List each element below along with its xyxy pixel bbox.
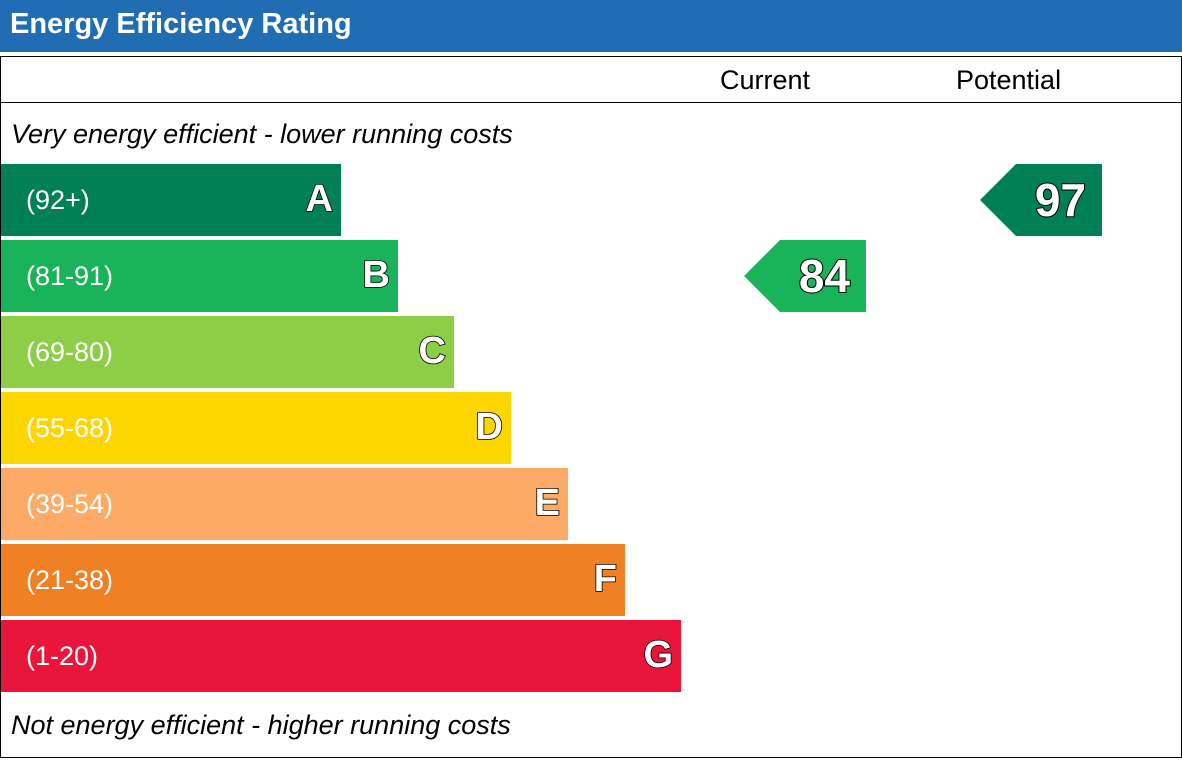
band-c: (69-80) C bbox=[1, 316, 454, 388]
band-letter: G bbox=[643, 633, 674, 677]
top-caption: Very energy efficient - lower running co… bbox=[11, 119, 513, 149]
band-g: (1-20) G bbox=[1, 620, 681, 692]
band-letter: B bbox=[362, 253, 391, 297]
current-column-header: Current bbox=[720, 65, 811, 95]
chart-title: Energy Efficiency Rating bbox=[10, 8, 352, 40]
bottom-caption: Not energy efficient - higher running co… bbox=[11, 710, 511, 740]
band-range-label: (81-91) bbox=[26, 261, 114, 291]
band-range-label: (21-38) bbox=[26, 565, 114, 595]
band-range-label: (1-20) bbox=[26, 641, 99, 671]
band-letter: F bbox=[593, 557, 618, 601]
band-a: (92+) A bbox=[1, 164, 341, 236]
band-e: (39-54) E bbox=[1, 468, 568, 540]
band-d: (55-68) D bbox=[1, 392, 511, 464]
band-letter: C bbox=[418, 329, 447, 373]
potential-column-header: Potential bbox=[956, 65, 1062, 95]
column-header-row: Current Potential bbox=[1, 57, 1181, 103]
band-range-label: (92+) bbox=[26, 185, 90, 215]
band-letter: A bbox=[305, 177, 334, 221]
band-letter: E bbox=[534, 481, 561, 525]
band-b: (81-91) B bbox=[1, 240, 398, 312]
band-letter: D bbox=[475, 405, 504, 449]
band-range-label: (69-80) bbox=[26, 337, 114, 367]
band-range-label: (39-54) bbox=[26, 489, 114, 519]
band-range-label: (55-68) bbox=[26, 413, 114, 443]
title-bar: Energy Efficiency Rating bbox=[0, 0, 1182, 52]
band-f: (21-38) F bbox=[1, 544, 625, 616]
